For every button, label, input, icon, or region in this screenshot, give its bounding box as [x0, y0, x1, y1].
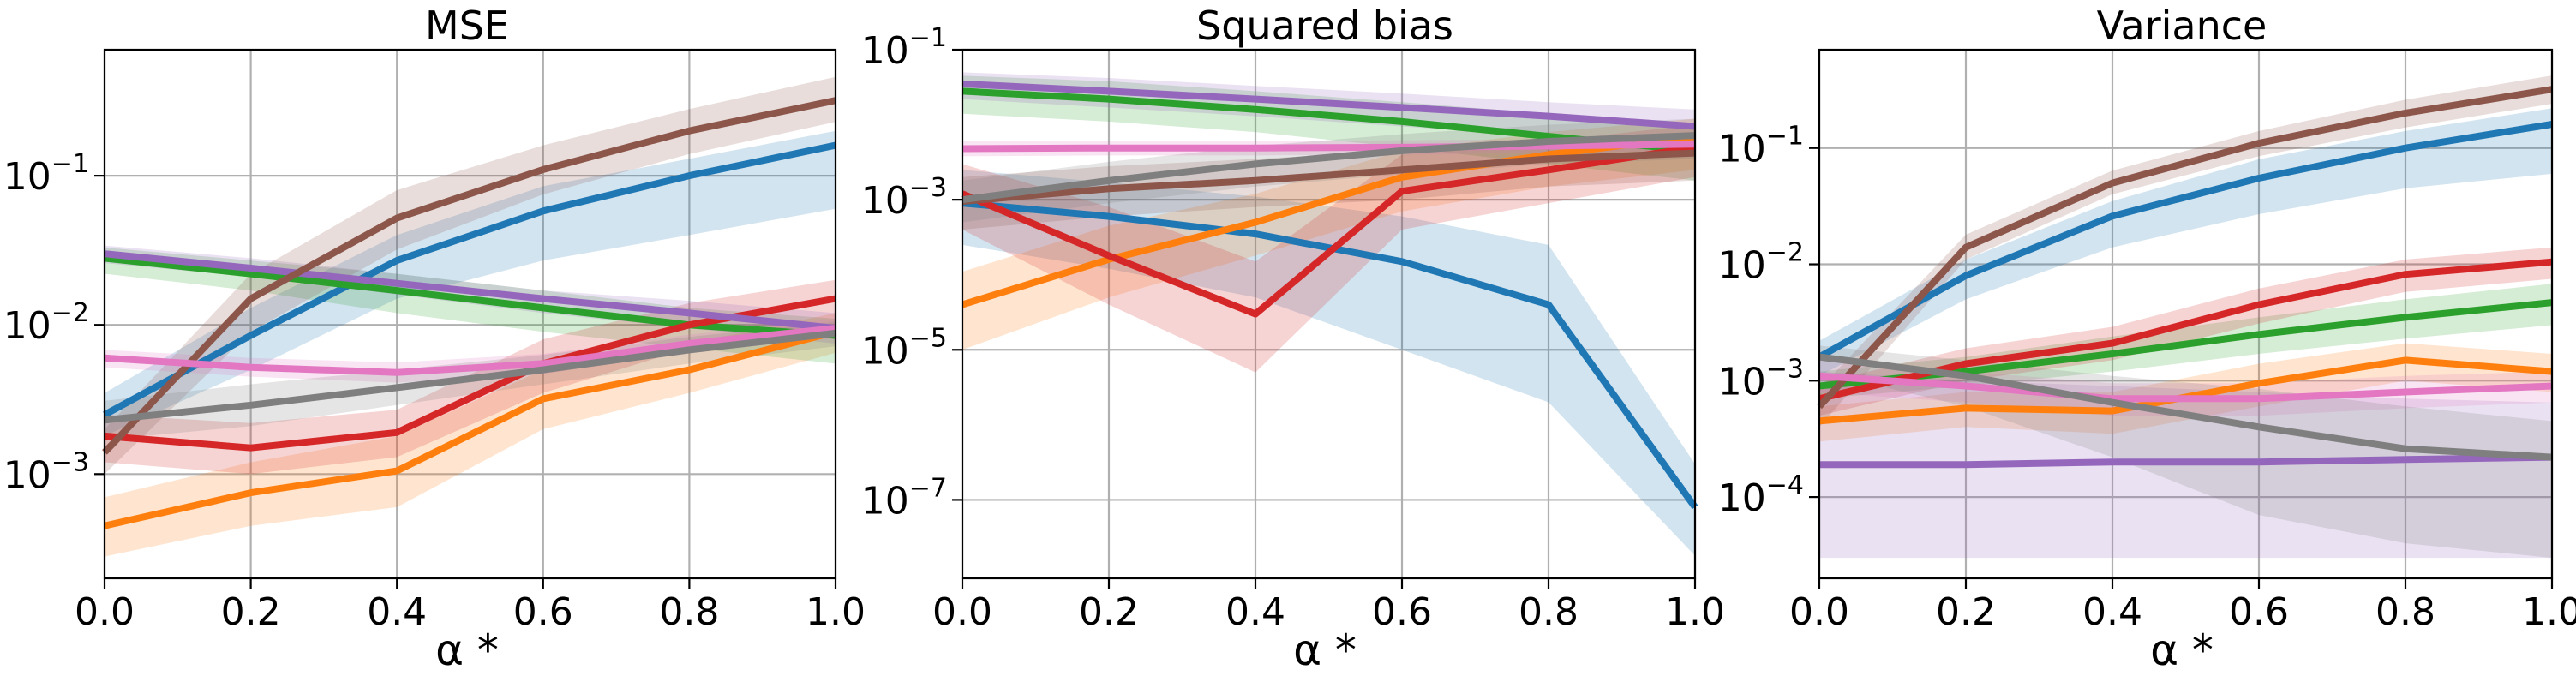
x-ticks: 0.0 0.2 0.4 0.6 0.8 1.0 — [932, 578, 1725, 634]
series-line — [104, 254, 836, 339]
x-tick-label: 1.0 — [806, 590, 866, 634]
series-band — [962, 170, 1695, 556]
series-band — [105, 130, 836, 436]
series-band — [1819, 360, 2552, 416]
series-line — [103, 141, 836, 418]
series-line — [1818, 353, 2553, 461]
x-tick-label: 0.6 — [1372, 590, 1432, 634]
x-axis-label: α * — [1293, 625, 1357, 675]
series-line — [1818, 121, 2553, 361]
x-axis-label: α * — [2150, 625, 2214, 675]
series-line — [102, 97, 836, 455]
panel-title: MSE — [425, 3, 509, 49]
series-line — [962, 200, 1698, 510]
series-line — [104, 250, 836, 332]
plot-frame — [1818, 48, 2554, 580]
x-tick-label: 0.4 — [2082, 590, 2142, 634]
x-tick-label: 0.0 — [932, 590, 992, 634]
x-tick-label: 0.0 — [75, 590, 135, 634]
series-band — [1819, 108, 2552, 376]
y-tick-label: 10−2 — [1718, 238, 1804, 288]
series-lines — [1817, 86, 2553, 469]
y-tick-label: 10−3 — [861, 173, 947, 223]
series-line — [961, 133, 1696, 308]
confidence-bands — [1819, 75, 2552, 559]
x-axis-label: α * — [435, 625, 499, 675]
x-tick-label: 0.8 — [659, 590, 719, 634]
series-line — [104, 295, 836, 452]
series-line — [1819, 453, 2553, 469]
y-tick-label: 10−3 — [1718, 354, 1804, 404]
y-tick-label: 10−4 — [1718, 470, 1804, 520]
y-ticks: 10−7 10−5 10−3 10−1 — [861, 23, 962, 523]
x-tick-label: 0.2 — [221, 590, 281, 634]
x-tick-label: 0.4 — [1225, 590, 1285, 634]
series-line — [1818, 372, 2553, 403]
x-tick-label: 0.6 — [2229, 590, 2289, 634]
series-line — [961, 143, 1696, 318]
y-tick-label: 10−1 — [1718, 122, 1804, 171]
series-line — [962, 80, 1696, 130]
x-tick-label: 0.8 — [2375, 590, 2435, 634]
series-line — [104, 325, 836, 376]
x-tick-label: 1.0 — [1665, 590, 1725, 634]
y-ticks: 10−3 10−2 10−1 — [3, 149, 105, 497]
x-tick-label: 0.2 — [1936, 590, 1996, 634]
series-lines — [102, 97, 837, 529]
x-tick-label: 1.0 — [2522, 590, 2576, 634]
series-line — [104, 328, 837, 529]
y-tick-label: 10−5 — [861, 323, 947, 373]
y-tick-label: 10−1 — [3, 149, 89, 199]
x-ticks: 0.0 0.2 0.4 0.6 0.8 1.0 — [75, 578, 866, 634]
y-tick-label: 10−3 — [3, 447, 89, 497]
series-band — [1819, 247, 2552, 416]
series-line — [104, 329, 836, 424]
panel-mse: MSE α * 0.0 0.2 0.4 0.6 0.8 1.0 10−3 10−2 10−1 — [3, 3, 866, 675]
y-tick-label: 10−1 — [861, 23, 947, 73]
x-tick-label: 0.8 — [1519, 590, 1579, 634]
y-ticks: 10−4 10−3 10−2 10−1 — [1718, 122, 1819, 520]
plot-frame — [961, 48, 1697, 580]
plot-frame — [103, 48, 837, 580]
x-tick-label: 0.6 — [513, 590, 573, 634]
series-band — [1819, 345, 2552, 559]
x-tick-label: 0.0 — [1789, 590, 1849, 634]
y-tick-label: 10−2 — [3, 298, 89, 348]
series-lines — [961, 80, 1698, 510]
panel-squared-bias: Squared bias α * 0.0 0.2 0.4 0.6 0.8 1.010−71… — [861, 3, 1725, 675]
series-line — [962, 132, 1696, 204]
x-tick-label: 0.2 — [1079, 590, 1139, 634]
panel-title: Variance — [2097, 3, 2267, 49]
series-line — [962, 141, 1696, 153]
panel-variance: Variance α * 0.0 0.2 0.4 0.6 0.8 1.010−410−31… — [1718, 3, 2576, 675]
series-line — [962, 149, 1696, 206]
x-tick-label: 0.4 — [367, 590, 427, 634]
panel-title: Squared bias — [1196, 3, 1453, 49]
series-line — [1817, 86, 2553, 410]
x-ticks: 0.0 0.2 0.4 0.6 0.8 1.0 — [1789, 578, 2576, 634]
y-tick-label: 10−7 — [861, 473, 947, 523]
